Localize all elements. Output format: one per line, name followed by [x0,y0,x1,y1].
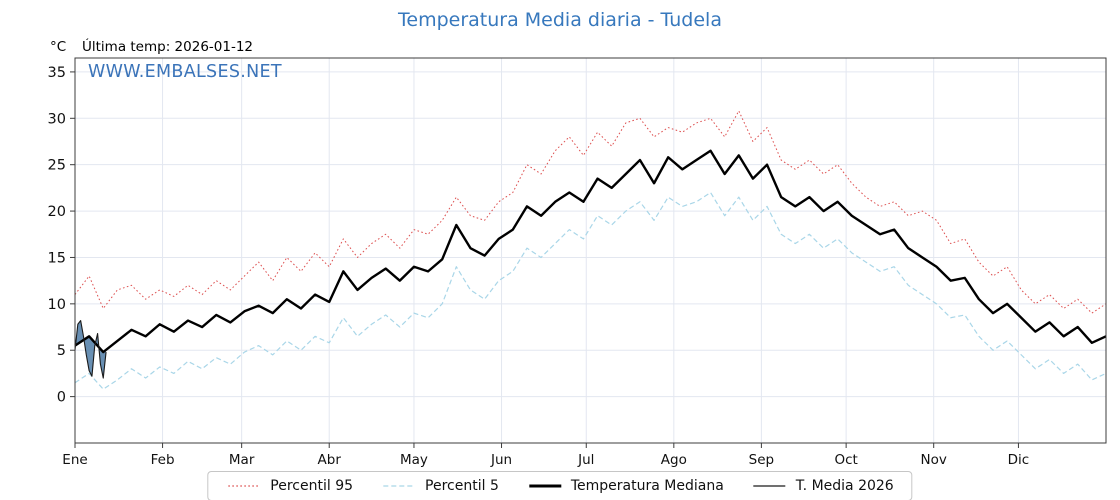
series-line-percentil-95 [74,110,1107,314]
legend-sample-t-media-2026 [753,485,786,487]
plot-frame [74,57,1107,444]
x-tick-label: Mar [229,452,255,468]
watermark-text: WWW.EMBALSES.NET [88,62,282,82]
x-tick-label: Jun [490,452,512,468]
x-tick-label: Dic [1008,452,1030,468]
chart-legend: Percentil 95 Percentil 5 Temperatura Media… [207,471,913,500]
legend-label-temperatura-mediana: Temperatura Mediana [570,478,724,494]
series-line-t-media-2026 [74,319,107,379]
last-temp-label: Última temp: 2026-01-12 [82,39,254,55]
legend-sample-percentil-95 [228,485,261,487]
legend-item-percentil-5: Percentil 5 [381,478,499,494]
y-tick-label: 5 [57,343,66,359]
y-tick-label: 0 [57,390,66,406]
x-tick-label: Abr [318,452,342,468]
legend-label-t-media-2026: T. Media 2026 [795,478,894,494]
series-line-temperatura-mediana [74,149,1107,354]
legend-label-percentil-5: Percentil 5 [425,478,499,494]
y-tick-label: 10 [48,297,66,313]
y-tick-label: 20 [48,204,66,220]
x-tick-label: Jul [577,452,594,468]
legend-item-t-media-2026: T. Media 2026 [752,478,894,494]
x-tick-label: Ene [62,452,87,468]
x-tick-label: May [400,452,428,468]
y-tick-label: 30 [48,111,66,127]
legend-item-percentil-95: Percentil 95 [226,478,353,494]
legend-sample-percentil-5 [383,485,416,487]
page-title: Temperatura Media diaria - Tudela [398,9,722,31]
legend-label-percentil-95: Percentil 95 [270,478,354,494]
x-tick-label: Nov [921,452,947,468]
y-axis-unit-label: °C [50,39,67,55]
x-tick-label: Oct [834,452,857,468]
legend-item-temperatura-mediana: Temperatura Mediana [527,478,724,494]
legend-sample-temperatura-mediana [528,484,561,488]
x-tick-label: Ago [661,452,687,468]
x-tick-label: Feb [151,452,175,468]
series-line-percentil-5 [74,191,1107,390]
x-tick-label: Sep [749,452,774,468]
y-tick-label: 35 [48,65,66,81]
y-tick-label: 15 [48,250,66,266]
y-tick-label: 25 [48,158,66,174]
